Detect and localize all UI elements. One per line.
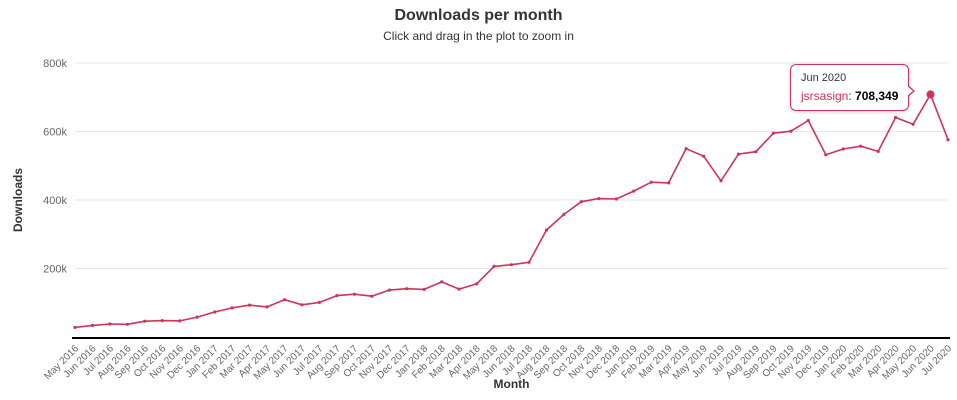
data-point: [911, 122, 915, 126]
data-point: [300, 303, 304, 307]
series-line-jsrsasign: [74, 93, 949, 329]
data-point: [509, 263, 514, 267]
tooltip-series-name: jsrsasign: [801, 89, 849, 103]
data-point: [457, 287, 461, 291]
data-point: [248, 303, 252, 307]
chart-title: Downloads per month: [394, 7, 563, 24]
data-point: [387, 288, 391, 292]
data-point: [108, 322, 112, 326]
data-point: [422, 287, 426, 291]
data-point: [789, 129, 793, 133]
data-point: [475, 282, 479, 286]
data-point: [736, 152, 741, 156]
data-point: [195, 315, 199, 319]
data-point: [230, 306, 234, 310]
data-point: [859, 144, 863, 148]
data-point: [824, 153, 828, 157]
data-point: [667, 181, 671, 185]
data-point: [160, 319, 164, 323]
data-point: [684, 147, 688, 151]
data-point: [597, 197, 601, 201]
data-point: [841, 147, 845, 151]
y-tick-label: 400k: [43, 195, 67, 207]
x-axis-title: Month: [494, 377, 530, 391]
data-point: [73, 325, 77, 329]
data-point: [90, 323, 95, 327]
data-point: [178, 319, 182, 323]
data-point: [370, 294, 374, 298]
data-point: [614, 197, 618, 201]
data-point: [544, 228, 549, 232]
highlighted-point[interactable]: [926, 90, 935, 99]
data-point: [527, 260, 531, 264]
data-point: [894, 115, 898, 120]
data-point: [632, 189, 636, 193]
tooltip-value-row: jsrsasign: 708,349: [801, 89, 898, 103]
data-point: [352, 292, 356, 296]
data-point: [649, 180, 653, 184]
data-point: [265, 305, 269, 309]
tooltip-date-label: Jun 2020: [801, 72, 847, 84]
data-point: [282, 298, 287, 302]
tooltip-value: 708,349: [855, 89, 899, 103]
data-point: [562, 212, 566, 216]
data-point: [771, 131, 776, 135]
y-tick-label: 200k: [43, 264, 67, 276]
y-tick-label: 800k: [43, 58, 67, 70]
data-point: [719, 179, 723, 183]
chart-tooltip: Jun 2020 jsrsasign: 708,349: [790, 64, 916, 111]
data-point: [125, 322, 129, 326]
tooltip-separator: :: [848, 89, 856, 103]
data-point: [492, 264, 496, 268]
y-axis-title: Downloads: [11, 168, 25, 232]
data-point: [702, 154, 706, 158]
data-point: [440, 280, 444, 284]
data-point: [806, 118, 810, 123]
chart-subtitle: Click and drag in the plot to zoom in: [383, 29, 574, 43]
data-point: [335, 294, 339, 298]
data-point: [754, 150, 758, 154]
data-point: [143, 319, 147, 323]
data-point: [213, 310, 217, 314]
data-point: [946, 138, 950, 142]
data-point: [405, 287, 409, 291]
y-tick-label: 600k: [43, 127, 67, 139]
tooltip-pointer-fill-icon: [907, 86, 914, 96]
data-point: [876, 149, 880, 153]
data-point: [579, 200, 583, 204]
data-point: [317, 300, 321, 304]
